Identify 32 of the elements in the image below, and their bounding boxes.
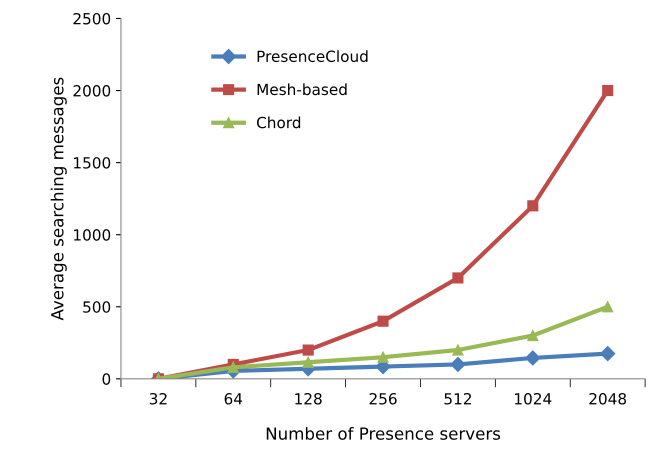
point bbox=[525, 350, 540, 366]
legend-label: Mesh-based bbox=[258, 83, 347, 96]
point bbox=[377, 316, 389, 327]
legend-label: Chord bbox=[256, 116, 300, 128]
point bbox=[602, 301, 614, 312]
point bbox=[452, 272, 464, 284]
x-tick-label: 2048 bbox=[589, 393, 626, 405]
point bbox=[527, 200, 538, 212]
x-tick-label: 1024 bbox=[515, 393, 552, 405]
point bbox=[602, 84, 614, 96]
x-tick-label: 512 bbox=[444, 393, 471, 405]
legend-label: PresenceCloud bbox=[258, 50, 368, 62]
point bbox=[302, 356, 314, 368]
y-tick-label: 500 bbox=[83, 301, 110, 313]
y-tick-label: 2500 bbox=[73, 12, 110, 24]
point bbox=[452, 344, 464, 356]
y-axis-title: Average searching messages bbox=[50, 78, 67, 320]
y-tick-label: 1500 bbox=[74, 157, 110, 169]
point bbox=[377, 352, 389, 363]
x-axis-title: Number of Presence servers bbox=[266, 426, 500, 440]
x-tick-label: 64 bbox=[224, 393, 242, 405]
x-tick-label: 128 bbox=[295, 393, 322, 405]
y-tick-label: 1000 bbox=[74, 229, 110, 241]
x-tick-label: 32 bbox=[150, 393, 167, 405]
point bbox=[450, 356, 466, 372]
point bbox=[600, 346, 616, 362]
point bbox=[228, 362, 239, 373]
point bbox=[527, 330, 538, 342]
y-tick-label: 0 bbox=[102, 373, 110, 385]
x-tick-label: 256 bbox=[370, 393, 397, 405]
point bbox=[302, 344, 314, 356]
y-tick-label: 2000 bbox=[73, 85, 110, 97]
